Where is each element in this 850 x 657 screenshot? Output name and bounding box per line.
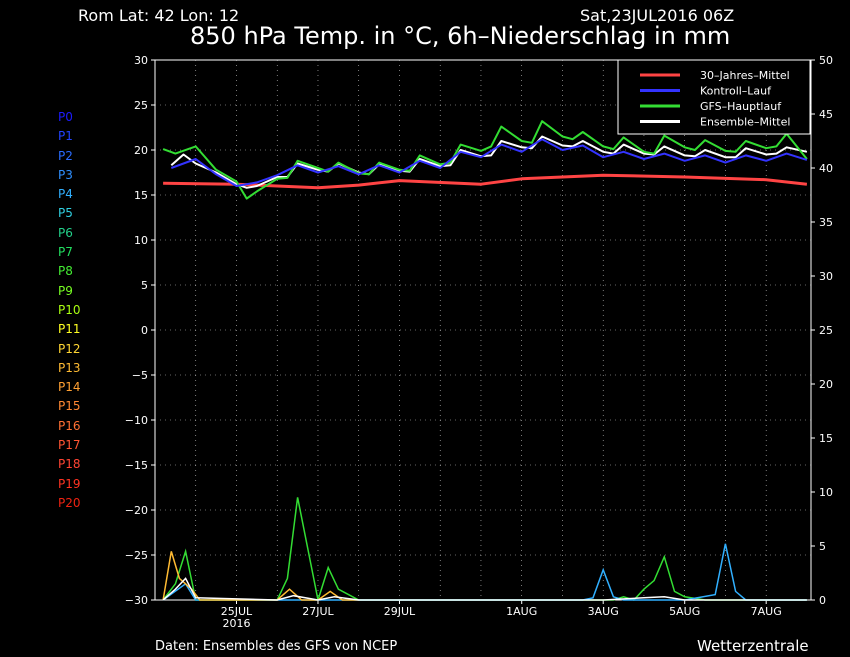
- precip-line: [162, 543, 807, 601]
- y-left-tick-label: 20: [134, 144, 148, 157]
- temperature-lines: [162, 120, 808, 200]
- legend-label: 30–Jahres–Mittel: [700, 69, 790, 82]
- member-label: P14: [58, 380, 81, 395]
- precipitation-lines: [162, 497, 807, 601]
- member-label: P15: [58, 399, 81, 414]
- legend-label: Ensemble–Mittel: [700, 116, 790, 129]
- y-left-tick-label: −15: [125, 459, 148, 472]
- member-label: P7: [58, 245, 73, 260]
- precip-line: [162, 551, 359, 601]
- y-left-tick-label: −25: [125, 549, 148, 562]
- y-right-tick-label: 40: [819, 162, 833, 175]
- y-right-tick-label: 5: [819, 540, 826, 553]
- member-label: P5: [58, 206, 73, 221]
- member-label: P19: [58, 476, 81, 491]
- member-label: P10: [58, 302, 81, 317]
- series-line: [170, 135, 808, 189]
- member-label: P11: [58, 322, 81, 337]
- series-line: [163, 173, 808, 190]
- plot-frame: [154, 59, 812, 601]
- y-right-tick-label: 25: [819, 324, 833, 337]
- y-left-tick-label: 5: [141, 279, 148, 292]
- member-label: P3: [58, 167, 73, 182]
- x-tick-label: 1AUG: [506, 605, 537, 618]
- y-right-tick-label: 35: [819, 216, 833, 229]
- precip-line: [162, 497, 807, 601]
- brand-label: Wetterzentrale: [697, 637, 809, 655]
- y-left-tick-label: 10: [134, 234, 148, 247]
- member-label: P20: [58, 495, 81, 510]
- y-right-tick-label: 50: [819, 54, 833, 67]
- y-left-tick-label: −5: [132, 369, 148, 382]
- member-label: P4: [58, 187, 73, 202]
- member-label: P13: [58, 360, 81, 375]
- y-left-tick-label: −20: [125, 504, 148, 517]
- y-left-tick-label: 0: [141, 324, 148, 337]
- member-label: P12: [58, 341, 81, 356]
- x-tick-label: 25JUL: [221, 605, 253, 618]
- y-left-tick-label: −30: [125, 594, 148, 607]
- y-right-tick-label: 15: [819, 432, 833, 445]
- y-right-tick-label: 10: [819, 486, 833, 499]
- y-right-tick-label: 45: [819, 108, 833, 121]
- y-left-tick-label: −10: [125, 414, 148, 427]
- chart-title: 850 hPa Temp. in °C, 6h–Niederschlag in …: [190, 22, 731, 50]
- location-label: Rom Lat: 42 Lon: 12: [78, 6, 240, 25]
- legend: 30–Jahres–Mittel Kontroll–Lauf GFS–Hauptla…: [617, 59, 811, 135]
- precip-line: [162, 577, 807, 601]
- member-label: P16: [58, 418, 81, 433]
- x-tick-label: 7AUG: [751, 605, 782, 618]
- grid-lines: [155, 60, 811, 600]
- series-line: [162, 120, 808, 200]
- member-label: P9: [58, 283, 73, 298]
- x-tick-label: 29JUL: [384, 605, 416, 618]
- member-label: P2: [58, 148, 73, 163]
- member-label: P0: [58, 110, 73, 124]
- y-left-tick-label: 30: [134, 54, 148, 67]
- member-list: P0 P1 P2 P3 P4 P5 P6 P7 P8 P9 P10 P11 P12 P13 P14 P15 P1…: [58, 108, 81, 513]
- y-right-tick-label: 30: [819, 270, 833, 283]
- legend-label: Kontroll–Lauf: [700, 85, 772, 98]
- y-left-tick-label: 25: [134, 99, 148, 112]
- legend-label: GFS–Hauptlauf: [700, 100, 782, 113]
- member-label: P18: [58, 457, 81, 472]
- x-tick-label: 27JUL: [302, 605, 334, 618]
- x-tick-sublabel: 2016: [222, 617, 250, 630]
- run-date-label: Sat,23JUL2016 06Z: [580, 6, 735, 25]
- member-label: P17: [58, 438, 81, 453]
- y-axis-left: 30 25 20 15 10 5 0 −5 −10 −15 −20 −25 −30: [125, 54, 155, 607]
- member-label: P6: [58, 225, 73, 240]
- member-label: P1: [58, 129, 73, 144]
- x-tick-label: 3AUG: [588, 605, 619, 618]
- member-label: P8: [58, 264, 73, 279]
- y-right-tick-label: 0: [819, 594, 826, 607]
- data-source-note: Daten: Ensembles des GFS von NCEP: [155, 639, 398, 654]
- x-tick-label: 5AUG: [669, 605, 700, 618]
- series-line: [170, 138, 808, 187]
- y-right-tick-label: 20: [819, 378, 833, 391]
- y-left-tick-label: 15: [134, 189, 148, 202]
